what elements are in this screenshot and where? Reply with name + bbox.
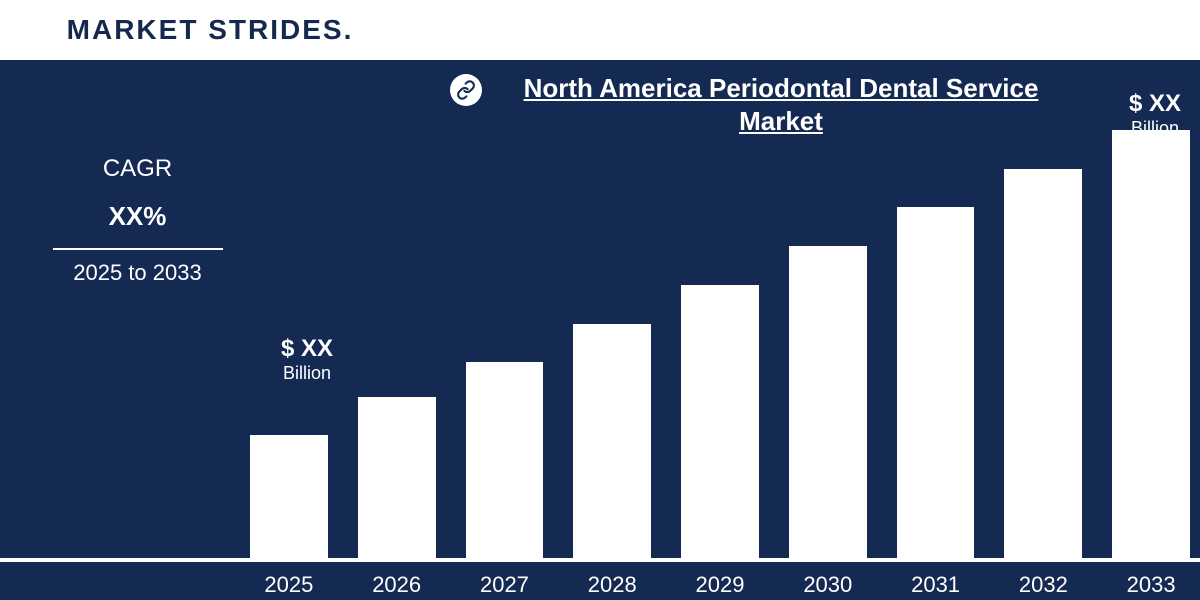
x-axis-label: 2033: [1112, 566, 1190, 600]
x-axis-label: 2031: [897, 566, 975, 600]
cagr-block: CAGR XX% 2025 to 2033: [40, 155, 235, 286]
x-axis-label: 2025: [250, 566, 328, 600]
cagr-label: CAGR: [40, 155, 235, 183]
x-axis-label: 2028: [573, 566, 651, 600]
logo-dot: .: [344, 14, 354, 45]
last-bar-dollar: $ XX: [1110, 90, 1200, 118]
x-axis-line: [0, 558, 1200, 562]
chart-title[interactable]: North America Periodontal Dental Service…: [492, 72, 1070, 137]
bar: [573, 324, 651, 561]
bar: [897, 207, 975, 560]
logo-text: MARKET STRIDES.: [67, 14, 354, 46]
chart-area: [250, 130, 1190, 560]
bar: [466, 362, 544, 560]
logo-word: MARKET STRIDES: [67, 14, 344, 45]
x-axis-label: 2030: [789, 566, 867, 600]
bar: [250, 435, 328, 560]
bar: [789, 246, 867, 560]
cagr-value: XX%: [40, 201, 235, 232]
cagr-period: 2025 to 2033: [40, 260, 235, 286]
cagr-divider: [53, 248, 223, 250]
x-axis-label: 2029: [681, 566, 759, 600]
x-axis-label: 2032: [1004, 566, 1082, 600]
bar: [1004, 169, 1082, 560]
x-axis-labels: 2025 2026 2027 2028 2029 2030 2031 2032 2033: [250, 566, 1190, 600]
title-row: North America Periodontal Dental Service…: [450, 72, 1070, 137]
link-icon[interactable]: [450, 74, 482, 106]
bar: [358, 397, 436, 560]
bar: [1112, 130, 1190, 560]
logo-strip: MARKET STRIDES.: [0, 0, 420, 60]
x-axis-label: 2027: [466, 566, 544, 600]
bar-series: [250, 130, 1190, 560]
bar: [681, 285, 759, 560]
x-axis-label: 2026: [358, 566, 436, 600]
chart-panel: North America Periodontal Dental Service…: [0, 60, 1200, 600]
